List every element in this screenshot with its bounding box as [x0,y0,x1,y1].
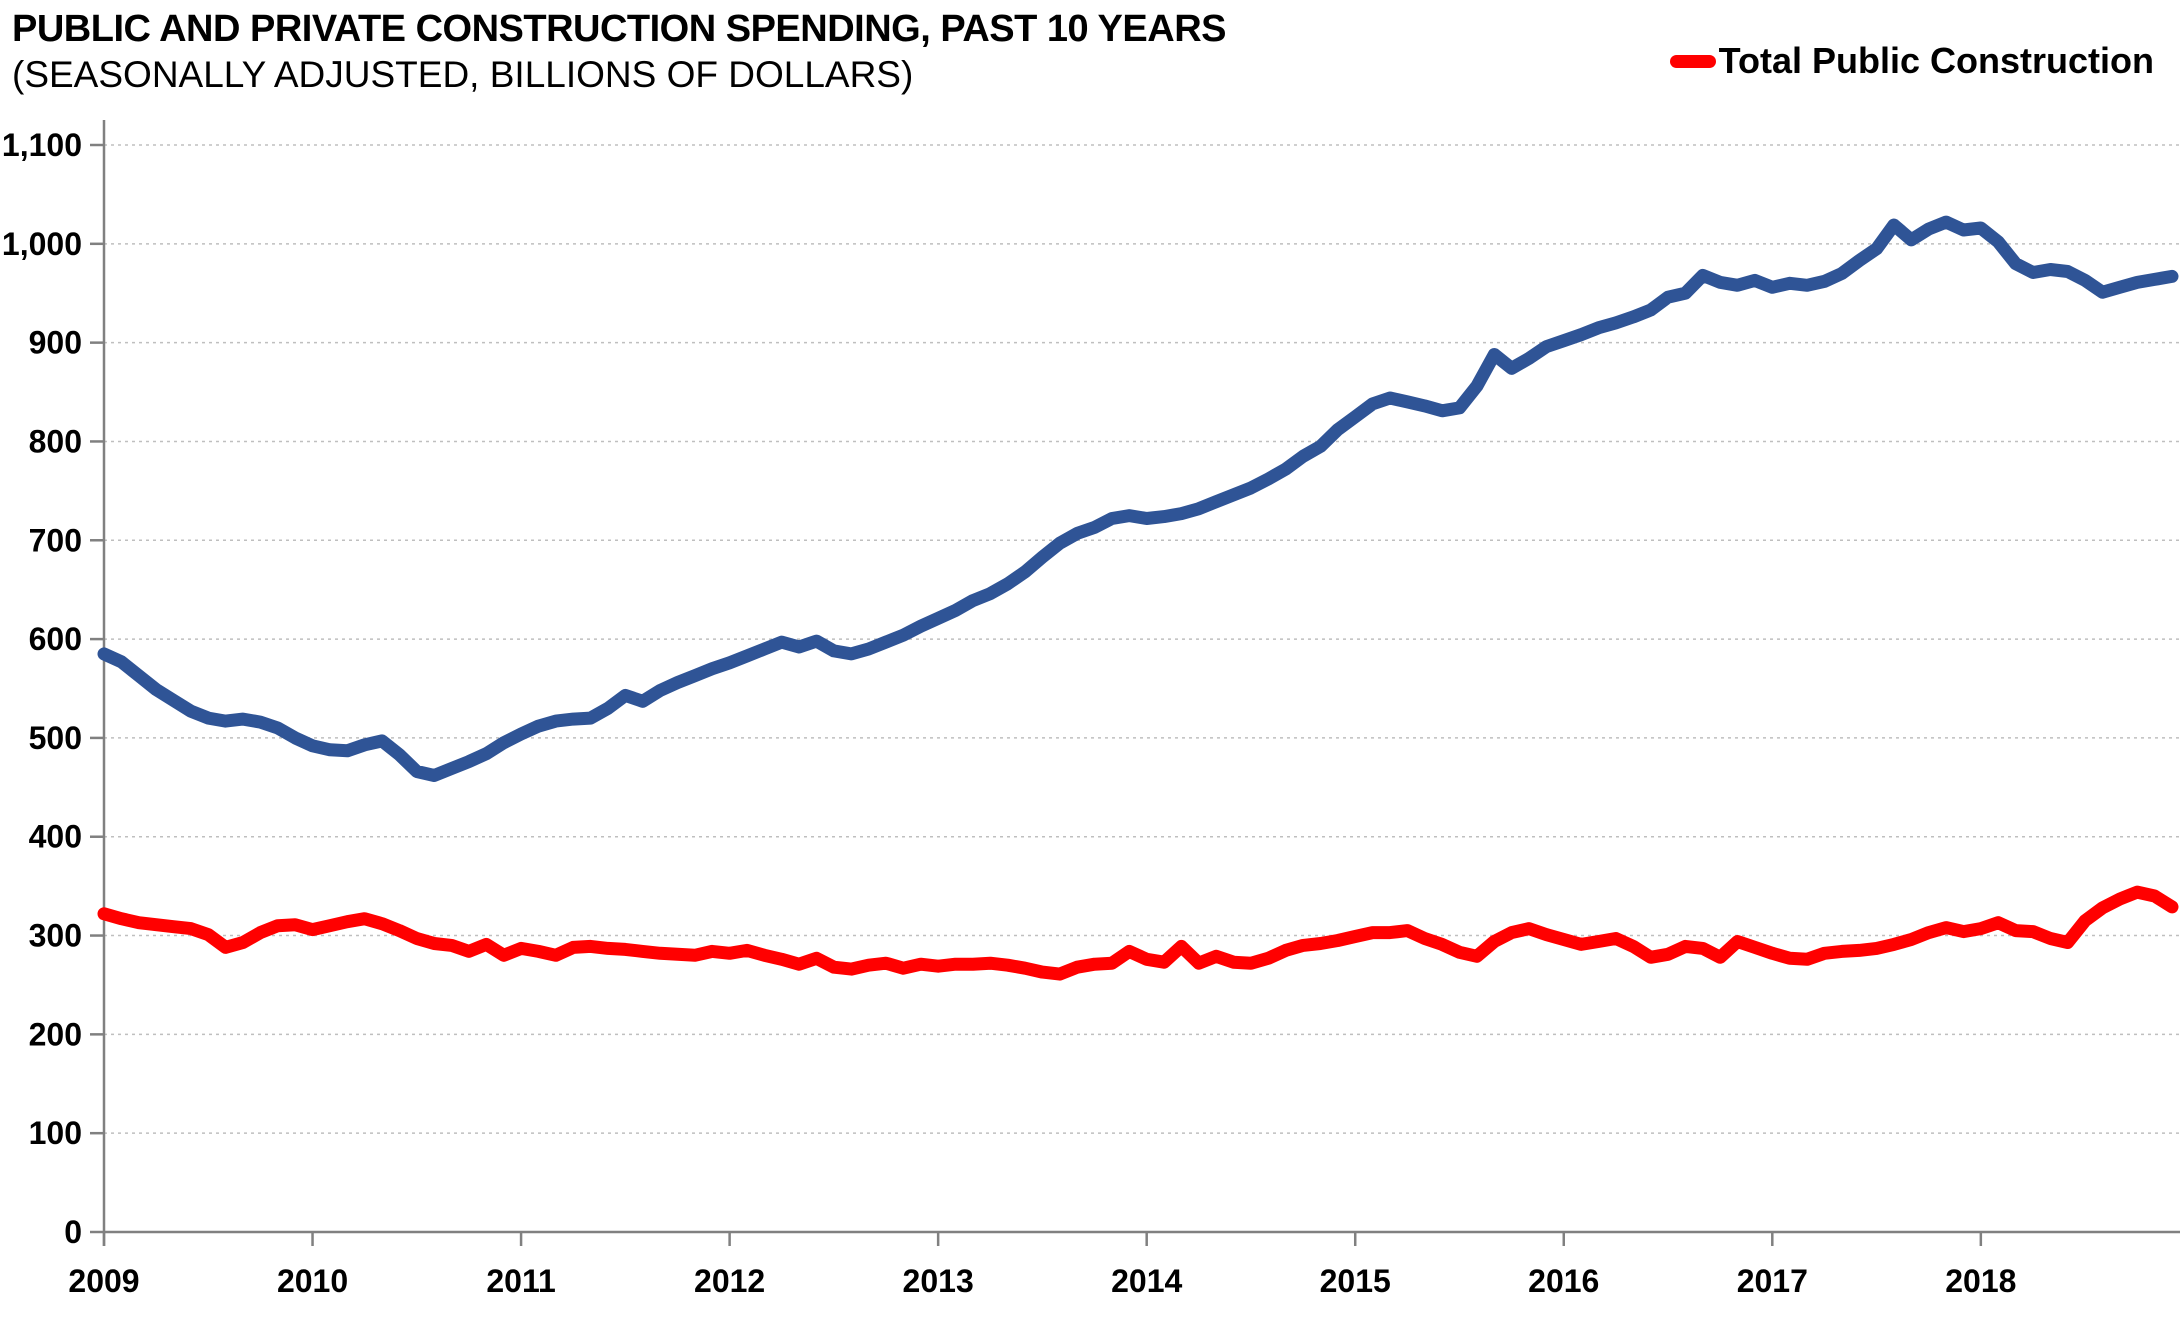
chart-title: PUBLIC AND PRIVATE CONSTRUCTION SPENDING… [12,8,1226,50]
y-axis-label-500: 500 [29,720,82,756]
x-axis-label-2010: 2010 [277,1263,348,1299]
x-axis-label-2014: 2014 [1111,1263,1182,1299]
y-axis-label-400: 400 [29,819,82,855]
blue-series-line [97,215,2179,782]
x-axis-label-2012: 2012 [694,1263,765,1299]
x-axis-label-2013: 2013 [903,1263,974,1299]
red-line-legend-marker [1669,54,1716,68]
legend-label: Total Public Construction [1718,40,2154,81]
y-axis-label-1,100: 1,100 [2,127,82,163]
y-axis-label-0: 0 [64,1214,82,1250]
y-axis-label-600: 600 [29,621,82,657]
legend-item-total-public-construction: Total Public Construction [1669,40,2154,82]
x-axis-label-2017: 2017 [1737,1263,1808,1299]
y-axis-label-900: 900 [29,325,82,361]
x-axis-label-2011: 2011 [486,1263,555,1299]
y-axis-label-300: 300 [29,918,82,954]
x-axis-label-2018: 2018 [1945,1263,2016,1299]
total-public-construction-line [97,885,2179,981]
y-axis-label-700: 700 [29,522,82,558]
y-axis-label-1,000: 1,000 [2,226,82,262]
legend: Total Public Construction [1669,40,2154,82]
x-axis-label-2009: 2009 [68,1263,139,1299]
x-axis-label-2016: 2016 [1528,1263,1599,1299]
chart-header: PUBLIC AND PRIVATE CONSTRUCTION SPENDING… [12,6,1226,98]
y-axis-label-800: 800 [29,423,82,459]
y-axis-label-100: 100 [29,1115,82,1151]
x-axis-label-2015: 2015 [1320,1263,1391,1299]
y-axis-label-200: 200 [29,1016,82,1052]
chart-subtitle: (SEASONALLY ADJUSTED, BILLIONS OF DOLLAR… [12,54,914,95]
